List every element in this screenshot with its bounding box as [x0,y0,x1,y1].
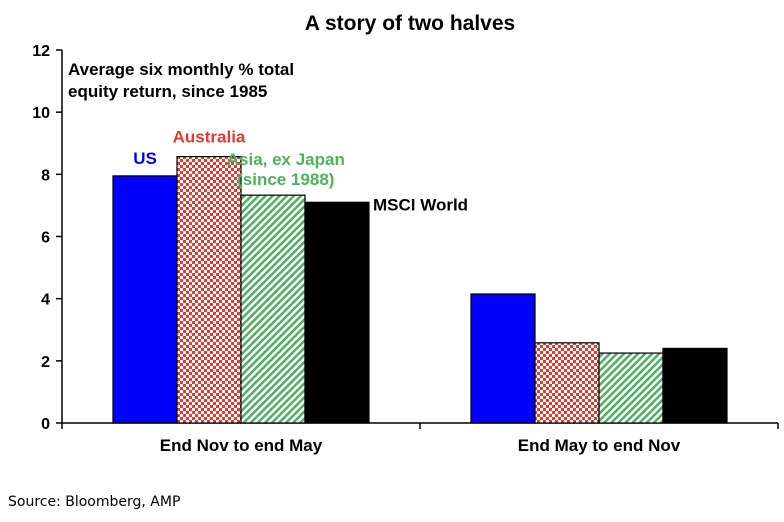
source-note: Source: Bloomberg, AMP [8,494,181,510]
bar [240,194,306,424]
series-label: (since 1988) [237,170,334,189]
series-label: US [133,149,157,168]
x-category-label: End May to end Nov [518,436,681,455]
series-label: MSCI World [373,195,468,214]
bar [598,352,664,424]
bar-chart: A story of two halves Average six monthl… [32,12,779,455]
bar [112,175,178,424]
y-tick-label: 6 [41,230,50,247]
y-tick-label: 4 [41,292,50,309]
x-category-label: End Nov to end May [160,436,323,455]
bar [534,342,600,424]
bar [176,156,242,424]
bar [304,201,370,424]
chart-note: Average six monthly % total equity retur… [68,60,294,101]
note-line: Average six monthly % total [68,60,294,79]
bar [470,293,536,424]
chart-title: A story of two halves [305,12,515,35]
series-label: Asia, ex Japan [227,150,345,169]
bar [662,347,728,424]
y-tick-label: 0 [41,416,50,433]
note-line: equity return, since 1985 [68,82,267,101]
y-tick-label: 12 [32,43,50,60]
y-tick-label: 2 [41,354,50,371]
y-tick-label: 10 [32,105,50,122]
series-label: Australia [173,128,246,147]
y-tick-label: 8 [41,167,50,184]
